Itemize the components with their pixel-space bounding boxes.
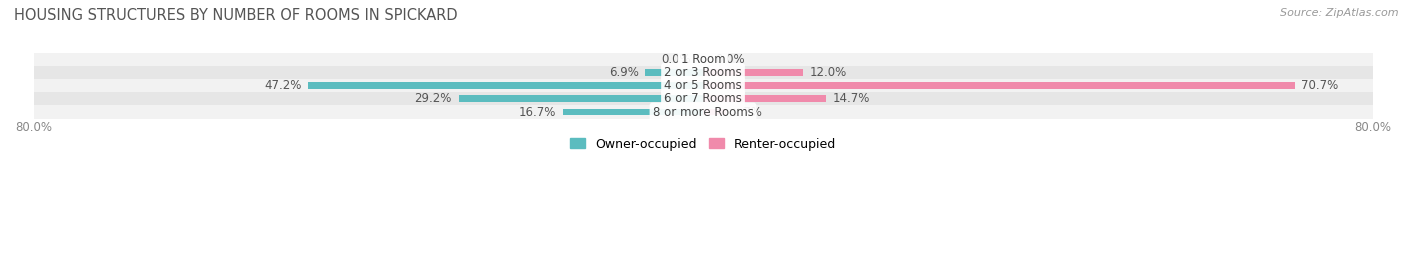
Bar (34, 66, 1372, 79)
Text: 47.2%: 47.2% (264, 79, 301, 92)
Bar (703, 69, 803, 76)
Text: 2 or 3 Rooms: 2 or 3 Rooms (664, 66, 742, 79)
Bar (34, 53, 1372, 66)
Text: 12.0%: 12.0% (810, 66, 848, 79)
Bar (564, 109, 703, 115)
Text: 16.7%: 16.7% (519, 105, 557, 119)
Text: 1 Room: 1 Room (681, 53, 725, 66)
Bar (34, 92, 1372, 105)
Text: 0.0%: 0.0% (716, 53, 745, 66)
Text: Source: ZipAtlas.com: Source: ZipAtlas.com (1281, 8, 1399, 18)
Text: 29.2%: 29.2% (415, 92, 451, 105)
Bar (703, 82, 1295, 89)
Bar (308, 82, 703, 89)
Bar (645, 69, 703, 76)
Text: 0.0%: 0.0% (661, 53, 690, 66)
Text: 6 or 7 Rooms: 6 or 7 Rooms (664, 92, 742, 105)
Text: 70.7%: 70.7% (1302, 79, 1339, 92)
Text: 2.7%: 2.7% (733, 105, 762, 119)
Bar (458, 95, 703, 102)
Bar (34, 105, 1372, 119)
Text: 6.9%: 6.9% (609, 66, 638, 79)
Bar (703, 109, 725, 115)
Bar (703, 95, 825, 102)
Text: HOUSING STRUCTURES BY NUMBER OF ROOMS IN SPICKARD: HOUSING STRUCTURES BY NUMBER OF ROOMS IN… (14, 8, 458, 23)
Bar (34, 79, 1372, 92)
Legend: Owner-occupied, Renter-occupied: Owner-occupied, Renter-occupied (569, 137, 837, 151)
Text: 8 or more Rooms: 8 or more Rooms (652, 105, 754, 119)
Text: 4 or 5 Rooms: 4 or 5 Rooms (664, 79, 742, 92)
Text: 14.7%: 14.7% (832, 92, 870, 105)
